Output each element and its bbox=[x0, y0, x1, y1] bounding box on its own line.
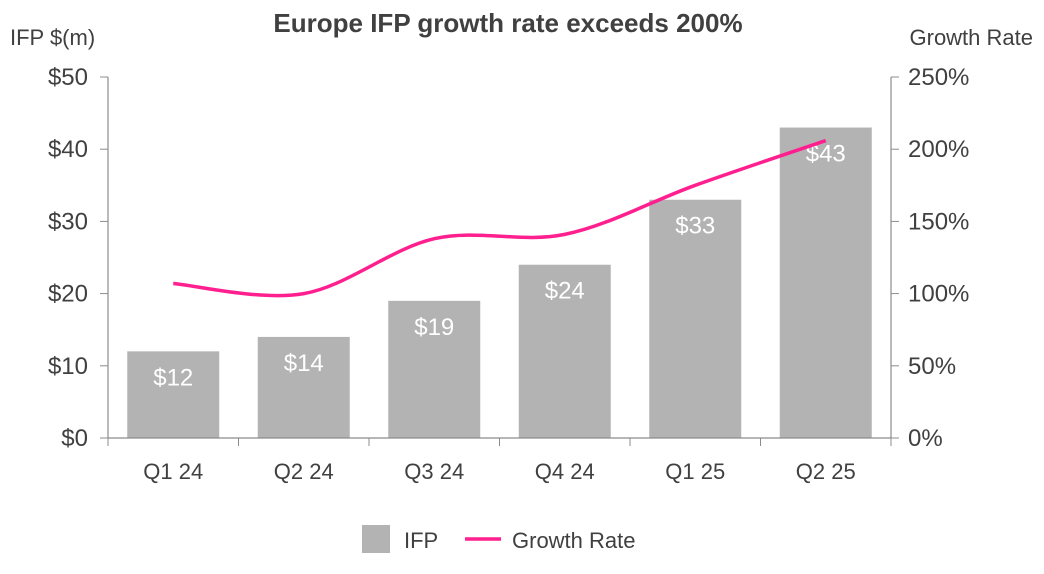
bar-ifp bbox=[779, 127, 872, 438]
y-tick-label: $40 bbox=[48, 136, 88, 163]
bar-data-label: $12 bbox=[153, 364, 193, 391]
y-tick-label: $10 bbox=[48, 353, 88, 380]
legend-label-growth-rate: Growth Rate bbox=[512, 528, 636, 553]
bar-ifp bbox=[649, 199, 742, 438]
legend-swatch-ifp bbox=[362, 525, 390, 553]
x-tick-label: Q1 25 bbox=[665, 459, 725, 484]
x-tick-label: Q3 24 bbox=[404, 459, 464, 484]
y2-tick-label: 250% bbox=[908, 64, 969, 91]
bar-data-label: $33 bbox=[675, 213, 715, 240]
bar-ifp bbox=[257, 336, 350, 438]
x-tick-label: Q2 25 bbox=[796, 459, 856, 484]
y2-tick-label: 150% bbox=[908, 208, 969, 235]
x-tick-label: Q2 24 bbox=[274, 459, 334, 484]
bar-ifp bbox=[388, 300, 481, 438]
y2-tick-label: 200% bbox=[908, 136, 969, 163]
bar-data-label: $19 bbox=[414, 314, 454, 341]
x-tick-label: Q4 24 bbox=[535, 459, 595, 484]
y-tick-label: $30 bbox=[48, 208, 88, 235]
y-tick-label: $0 bbox=[61, 425, 88, 452]
bar-data-label: $24 bbox=[545, 278, 585, 305]
y-tick-label: $20 bbox=[48, 281, 88, 308]
growth-rate-line bbox=[173, 138, 827, 298]
bar-ifp bbox=[127, 351, 220, 438]
legend-label-ifp: IFP bbox=[404, 528, 438, 553]
bar-data-label: $14 bbox=[284, 350, 324, 377]
bar-ifp bbox=[518, 264, 611, 438]
y2-tick-label: 50% bbox=[908, 353, 956, 380]
y2-axis-label: Growth Rate bbox=[910, 25, 1034, 50]
y2-tick-label: 0% bbox=[908, 425, 943, 452]
legend: IFP Growth Rate bbox=[362, 525, 636, 553]
y-axis-label: IFP $(m) bbox=[10, 25, 95, 50]
y2-tick-label: 100% bbox=[908, 281, 969, 308]
x-tick-label: Q1 24 bbox=[143, 459, 203, 484]
y-tick-label: $50 bbox=[48, 64, 88, 91]
chart-title: Europe IFP growth rate exceeds 200% bbox=[273, 8, 742, 38]
